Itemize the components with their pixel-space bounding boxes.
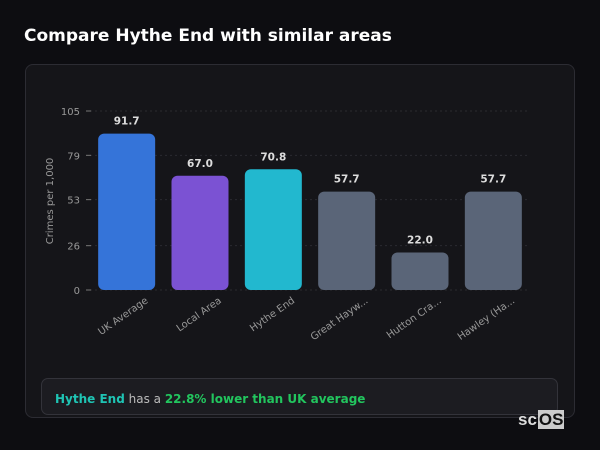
bar: [318, 191, 376, 290]
y-tick-label: 0: [74, 286, 80, 297]
bar: [464, 191, 522, 290]
x-tick-label: Great Hayw...: [309, 295, 371, 343]
y-tick-label: 26: [67, 242, 80, 253]
logo: sc OS: [518, 410, 565, 429]
x-tick-label: Hawley (Ha...: [456, 295, 517, 342]
summary-box: Hythe End has a 22.8% lower than UK aver…: [41, 378, 558, 415]
bar: [391, 252, 449, 290]
summary-text: has a: [124, 392, 165, 406]
data-label: 57.7: [480, 174, 506, 186]
summary-highlight: 22.8% lower than UK average: [164, 392, 366, 406]
x-tick-label: UK Average: [96, 295, 150, 337]
data-label: 70.8: [260, 151, 286, 163]
bar: [98, 133, 156, 290]
x-tick-label: Local Area: [175, 295, 224, 334]
y-tick-label: 53: [67, 196, 80, 207]
y-tick-label: 79: [67, 151, 80, 162]
data-label: 67.0: [187, 158, 213, 170]
bar: [171, 175, 229, 290]
y-axis-label: Crimes per 1,000: [45, 158, 56, 245]
data-label: 91.7: [114, 116, 140, 128]
bar: [244, 169, 302, 290]
data-label: 22.0: [407, 234, 433, 246]
data-label: 57.7: [334, 174, 360, 186]
x-tick-label: Hythe End: [248, 295, 297, 334]
summary-area: Hythe End: [55, 392, 125, 406]
page-title: Compare Hythe End with similar areas: [24, 26, 392, 46]
x-tick-label: Hutton Cra...: [385, 295, 444, 341]
y-tick-label: 105: [61, 107, 80, 118]
